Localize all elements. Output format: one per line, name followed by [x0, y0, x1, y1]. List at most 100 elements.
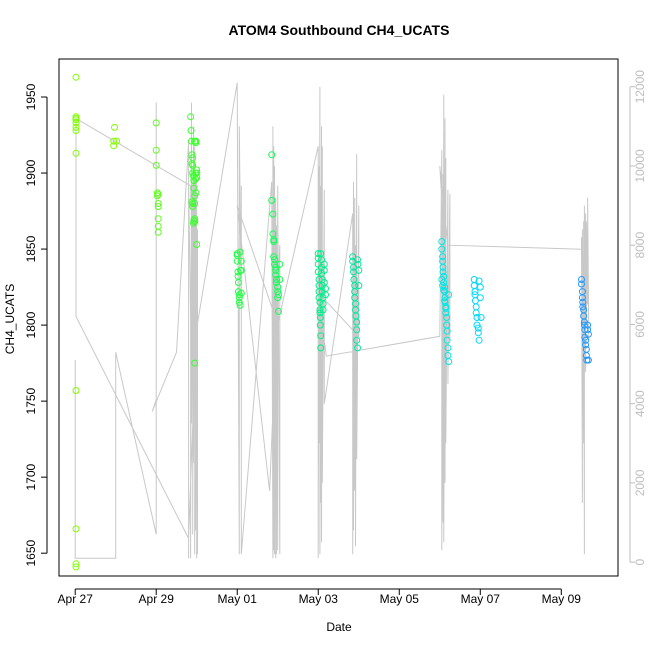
data-point [353, 336, 361, 344]
data-point [188, 151, 196, 159]
data-point [353, 326, 361, 334]
y2-tick-label: 12000 [633, 70, 647, 104]
data-point [474, 329, 482, 337]
data-point [72, 563, 80, 571]
data-point [191, 359, 199, 367]
data-point [235, 294, 243, 302]
data-point [439, 268, 447, 276]
data-point [355, 282, 363, 290]
data-point [441, 283, 449, 291]
data-point [274, 283, 282, 291]
data-point [584, 356, 592, 364]
data-point [276, 260, 284, 268]
data-point [271, 256, 278, 264]
data-point [580, 321, 588, 329]
data-point [72, 149, 80, 157]
data-point [319, 306, 327, 314]
data-point [275, 307, 282, 315]
data-point [440, 286, 448, 294]
data-point [192, 169, 199, 177]
data-point [472, 309, 480, 317]
data-point [236, 301, 244, 309]
y2-tick-label: 0 [633, 558, 647, 565]
data-point [273, 276, 280, 283]
data-point [470, 282, 478, 290]
data-point [111, 123, 118, 131]
x-axis: Apr 27 Apr 29 May 01 May 03 May 05 May 07 May … [58, 588, 581, 606]
data-point [233, 257, 241, 265]
data-point [191, 192, 199, 200]
data-point [475, 336, 483, 344]
scatter-points-layer [72, 73, 592, 571]
data-point [317, 332, 325, 340]
data-point [236, 248, 244, 256]
data-point [275, 291, 282, 299]
x-axis-label: Date [326, 620, 352, 634]
data-point [188, 137, 195, 145]
y-tick-label: 1850 [24, 235, 38, 262]
data-point [193, 241, 201, 248]
data-point [235, 291, 243, 299]
data-point [443, 327, 451, 335]
data-point [322, 291, 329, 299]
data-point [320, 266, 328, 274]
data-point [582, 352, 590, 359]
data-point [578, 280, 585, 288]
data-point [473, 314, 481, 321]
data-point [72, 123, 80, 131]
y-tick-label: 1700 [24, 463, 38, 490]
data-point [190, 219, 197, 227]
x-tick-label: Apr 29 [139, 592, 175, 606]
data-point [237, 266, 245, 274]
data-point [582, 336, 590, 344]
data-point [154, 228, 162, 236]
data-point [193, 174, 201, 182]
y-tick-label: 1750 [24, 387, 38, 414]
data-point [439, 263, 447, 271]
data-point [154, 215, 162, 223]
y-tick-label: 1900 [24, 159, 38, 186]
data-point [354, 256, 361, 264]
data-point [274, 294, 282, 302]
data-point [438, 245, 446, 253]
data-point [355, 266, 363, 274]
y2-tick-label: 4000 [633, 390, 647, 417]
data-point [579, 303, 587, 311]
data-point [270, 253, 278, 261]
data-point [152, 146, 160, 154]
data-point [187, 113, 195, 121]
data-point [72, 73, 80, 81]
data-point [316, 321, 324, 329]
data-point [276, 276, 284, 283]
data-point [154, 203, 162, 210]
y-tick-label: 1650 [24, 540, 38, 567]
data-point [445, 291, 453, 299]
data-point [187, 127, 195, 134]
data-point [237, 289, 245, 297]
data-point [72, 387, 80, 394]
data-point [235, 298, 243, 306]
data-point [190, 184, 198, 192]
data-point [438, 238, 446, 245]
y-axis-label: CH4_UCATS [3, 284, 17, 354]
y2-tick-label: 8000 [633, 232, 647, 259]
data-point [443, 336, 451, 344]
data-point [192, 139, 200, 147]
data-point [443, 314, 451, 321]
data-point [584, 330, 592, 338]
data-point [268, 196, 276, 204]
data-point [190, 216, 198, 224]
data-point [476, 294, 484, 302]
data-point [442, 304, 450, 312]
x-tick-label: May 03 [299, 592, 339, 606]
y-tick-label: 1950 [24, 83, 38, 110]
x-tick-label: May 07 [461, 592, 501, 606]
data-point [189, 200, 197, 207]
data-point [72, 119, 80, 127]
chart-title: ATOM4 Southbound CH4_UCATS [229, 22, 450, 38]
data-point [353, 318, 361, 326]
data-point [584, 321, 592, 329]
y2-tick-label: 10000 [633, 149, 647, 183]
data-point [578, 294, 586, 302]
data-point [270, 238, 278, 245]
